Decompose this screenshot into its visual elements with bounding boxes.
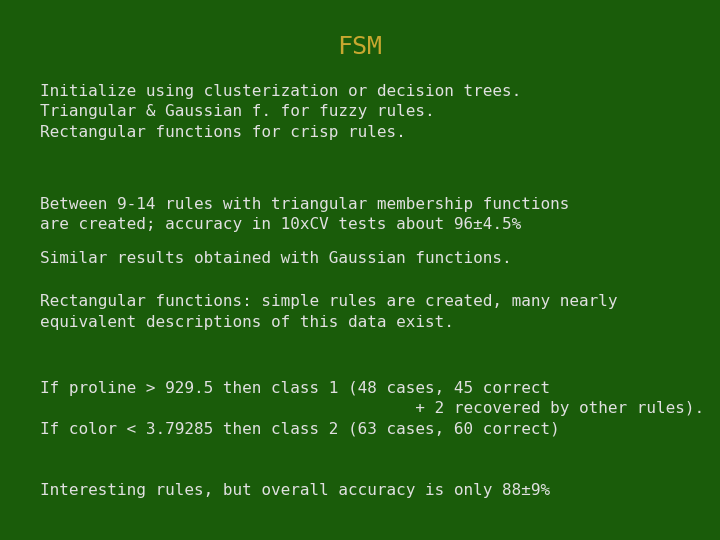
- Text: If proline > 929.5 then class 1 (48 cases, 45 correct
                          : If proline > 929.5 then class 1 (48 case…: [40, 381, 703, 436]
- Text: FSM: FSM: [338, 35, 382, 59]
- Text: Initialize using clusterization or decision trees.
Triangular & Gaussian f. for : Initialize using clusterization or decis…: [40, 84, 521, 139]
- Text: Rectangular functions: simple rules are created, many nearly
equivalent descript: Rectangular functions: simple rules are …: [40, 294, 617, 330]
- Text: Similar results obtained with Gaussian functions.: Similar results obtained with Gaussian f…: [40, 251, 511, 266]
- Text: Between 9-14 rules with triangular membership functions
are created; accuracy in: Between 9-14 rules with triangular membe…: [40, 197, 569, 233]
- Text: Interesting rules, but overall accuracy is only 88±9%: Interesting rules, but overall accuracy …: [40, 483, 550, 498]
